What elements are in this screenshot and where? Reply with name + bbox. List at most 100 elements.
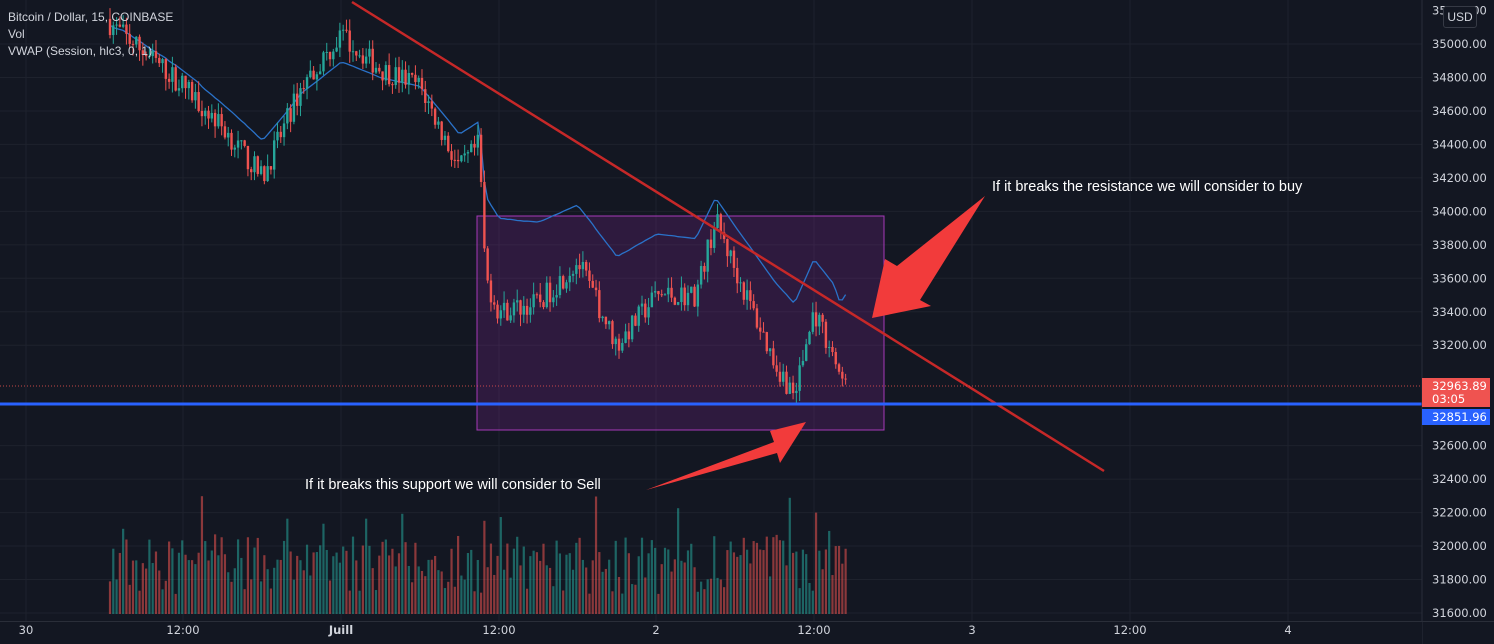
candle-body	[190, 82, 194, 101]
candle-body	[660, 294, 663, 296]
candle-body	[397, 67, 401, 83]
volume-bar	[319, 545, 322, 614]
candle-body	[709, 239, 713, 248]
volume-bar	[499, 517, 502, 614]
candle-body	[673, 297, 677, 305]
candle-body	[387, 65, 391, 85]
volume-bar	[808, 582, 811, 614]
candle-body	[801, 360, 805, 366]
volume-bar	[253, 547, 256, 614]
time-axis-background[interactable]	[0, 622, 1422, 644]
candle-body	[433, 108, 437, 125]
symbol-title[interactable]: Bitcoin / Dollar, 15, COINBASE	[8, 10, 174, 24]
candle-body	[358, 55, 361, 57]
currency-badge[interactable]: USD	[1443, 6, 1477, 28]
candle-body	[581, 262, 585, 270]
volume-bar	[115, 579, 118, 614]
volume-bar	[223, 554, 227, 614]
volume-bar	[791, 552, 795, 614]
candle-body	[722, 232, 726, 240]
volume-bar	[365, 518, 368, 614]
candle-body	[253, 156, 256, 173]
candle-body	[174, 67, 177, 91]
candle-body	[322, 52, 325, 72]
candle-body	[778, 371, 782, 382]
volume-bar	[739, 555, 742, 614]
vwap-indicator-label[interactable]: VWAP (Session, hlc3, 0, 1)	[8, 44, 153, 58]
volume-bar	[302, 570, 305, 614]
volume-bar	[391, 548, 394, 614]
volume-bar	[555, 540, 558, 614]
volume-bar	[420, 570, 424, 614]
candle-body	[555, 295, 558, 298]
candle-body	[256, 156, 259, 174]
candle-body	[470, 143, 473, 153]
volume-bar	[509, 577, 512, 614]
volume-bar	[443, 588, 447, 614]
volume-bar	[112, 548, 115, 614]
volume-bar	[824, 549, 828, 614]
candle-body	[824, 321, 828, 348]
candle-body	[200, 110, 204, 117]
candle-body	[286, 108, 289, 124]
volume-indicator-label[interactable]: Vol	[8, 27, 25, 41]
candle-body	[341, 29, 345, 31]
volume-bar	[348, 590, 351, 614]
volume-bar	[755, 542, 759, 614]
candle-body	[575, 265, 578, 274]
volume-bar	[243, 589, 246, 614]
candle-body	[184, 75, 187, 89]
chart-legend[interactable]: Bitcoin / Dollar, 15, COINBASE Vol VWAP …	[8, 9, 173, 60]
candle-body	[378, 67, 381, 72]
volume-bar	[466, 553, 470, 614]
candle-body	[640, 303, 644, 307]
candle-body	[246, 145, 250, 170]
price-axis-background[interactable]	[1422, 0, 1494, 622]
volume-bar	[749, 563, 752, 614]
support-price-tag	[1422, 409, 1490, 425]
candle-body	[250, 169, 253, 173]
volume-bar	[624, 537, 627, 614]
volume-bar	[276, 559, 279, 614]
volume-bar	[585, 567, 588, 614]
volume-bar	[158, 570, 161, 614]
volume-bar	[210, 550, 213, 614]
candle-body	[292, 93, 296, 122]
candle-body	[598, 290, 601, 319]
candle-body	[584, 262, 588, 271]
candle-body	[263, 166, 266, 182]
volume-bar	[457, 535, 460, 614]
candle-body	[424, 89, 427, 103]
sell-arrow[interactable]	[646, 422, 806, 490]
candle-body	[384, 65, 388, 81]
volume-bar	[627, 553, 630, 614]
volume-bar	[723, 587, 726, 614]
candle-body	[394, 67, 397, 86]
candle-body	[607, 321, 611, 325]
candle-body	[121, 24, 125, 27]
candle-body	[158, 57, 161, 64]
volume-bar	[683, 562, 686, 614]
candle-body	[437, 121, 440, 125]
candle-body	[502, 302, 506, 311]
buy-arrow[interactable]	[872, 196, 985, 318]
candle-body	[772, 348, 775, 366]
candle-body	[726, 239, 729, 257]
resistance-line[interactable]	[351, 0, 1105, 473]
volume-bar	[594, 496, 598, 614]
volume-bar	[568, 553, 571, 614]
candle-body	[177, 88, 181, 91]
volume-bar	[529, 556, 532, 614]
candle-body	[637, 306, 640, 326]
volume-bar	[631, 584, 634, 614]
candle-body	[302, 88, 305, 90]
candle-body	[197, 92, 200, 111]
volume-bar	[312, 552, 315, 614]
volume-bar	[394, 566, 397, 614]
candle-body	[719, 214, 723, 233]
volume-bar	[716, 577, 719, 614]
time-axis-labels: 30 12:00 Juill 12:00 2 12:00 3 12:00 4	[19, 623, 1292, 637]
volume-bar	[677, 508, 680, 614]
price-tick-label: 35000.00	[1432, 37, 1487, 51]
